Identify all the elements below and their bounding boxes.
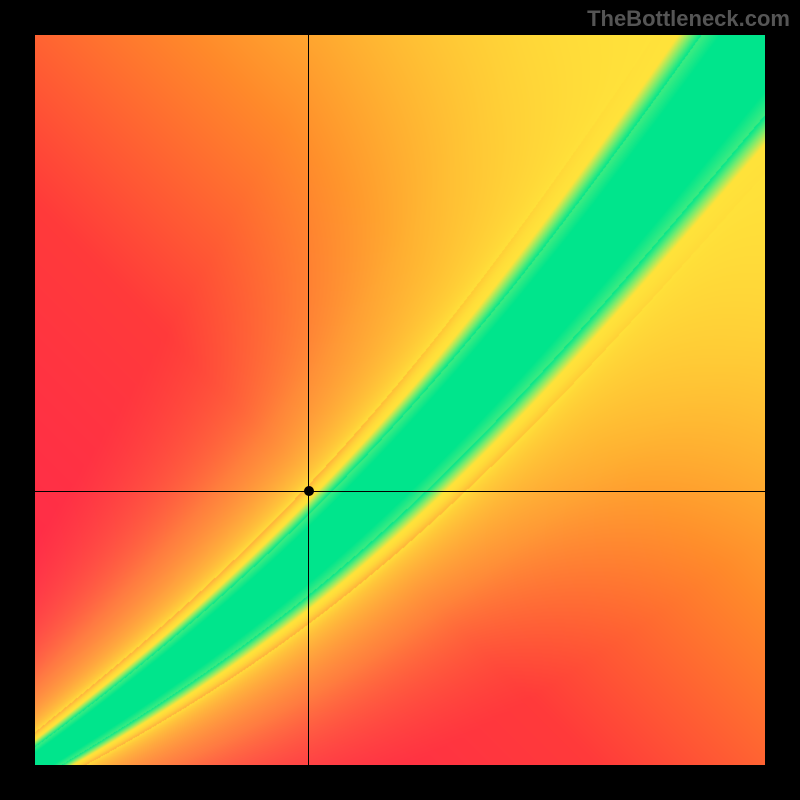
heatmap-canvas [35,35,765,765]
chart-container: { "watermark": { "text": "TheBottleneck.… [0,0,800,800]
watermark-text: TheBottleneck.com [587,6,790,32]
plot-area [35,35,765,765]
